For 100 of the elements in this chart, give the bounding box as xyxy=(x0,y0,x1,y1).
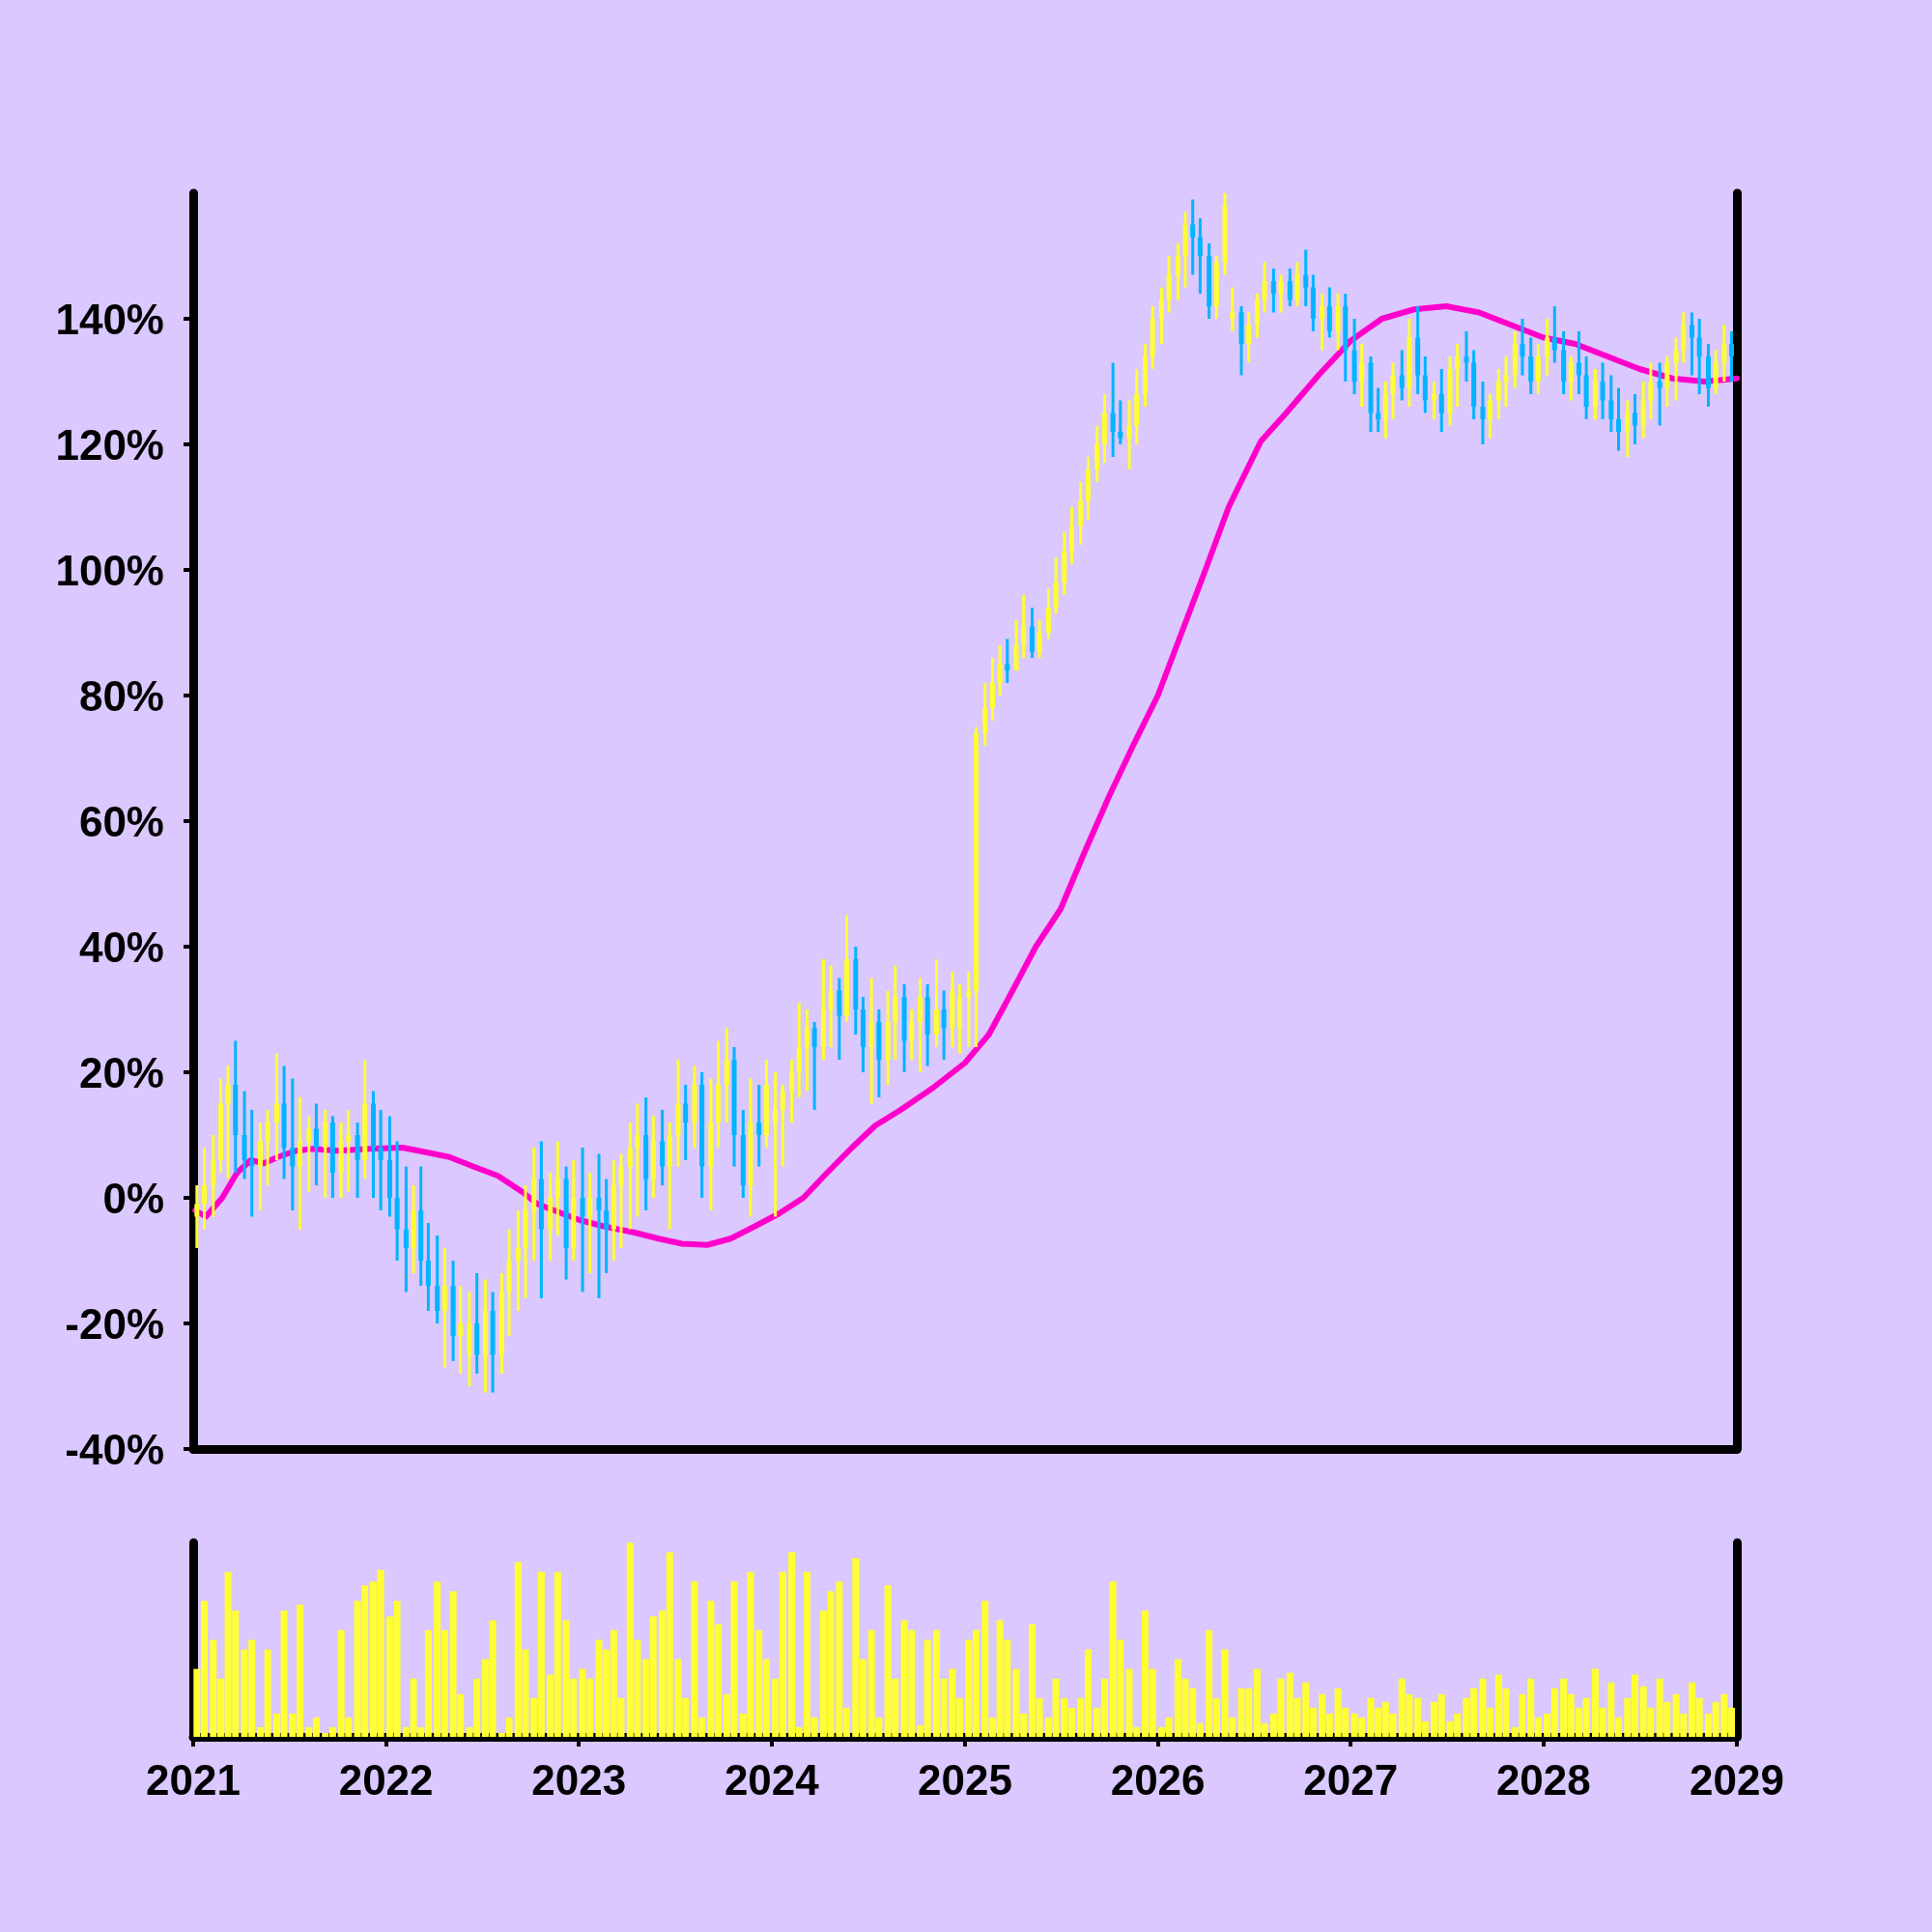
candlestick xyxy=(587,1173,593,1273)
candlestick xyxy=(604,1179,610,1273)
candlestick xyxy=(941,990,947,1060)
candlestick xyxy=(1126,400,1132,469)
candlestick xyxy=(458,1286,464,1374)
candlestick xyxy=(1287,269,1293,306)
candlestick xyxy=(1278,274,1284,313)
candlestick xyxy=(1495,369,1501,419)
candlestick xyxy=(1455,344,1461,407)
candlestick xyxy=(1608,375,1614,432)
y-tick-label: 60% xyxy=(78,797,164,845)
x-tick-label: 2021 xyxy=(146,1755,241,1804)
candlestick xyxy=(1480,382,1486,444)
x-tick-label: 2028 xyxy=(1495,1755,1591,1804)
candlestick xyxy=(966,972,972,1047)
candlestick xyxy=(1246,312,1252,363)
candlestick xyxy=(194,1185,200,1248)
candlestick xyxy=(1175,243,1180,300)
candlestick xyxy=(804,1009,810,1092)
candlestick xyxy=(265,1110,270,1185)
y-tick-label: 120% xyxy=(55,420,164,469)
x-tick-label: 2026 xyxy=(1110,1755,1206,1804)
candlestick xyxy=(306,1116,312,1192)
candlestick xyxy=(1488,394,1493,439)
x-tick-label: 2025 xyxy=(918,1755,1012,1804)
x-tick-label: 2023 xyxy=(531,1755,627,1804)
y-tick-label: 40% xyxy=(78,923,164,971)
candlestick xyxy=(1648,362,1654,419)
candlestick xyxy=(1376,387,1381,432)
candlestick xyxy=(1520,319,1525,376)
candlestick xyxy=(780,1085,785,1167)
candlestick xyxy=(1616,387,1621,451)
y-tick-label: 0% xyxy=(102,1174,164,1222)
candlestick xyxy=(627,1122,633,1230)
y-tick-label: -40% xyxy=(65,1425,164,1473)
candlestick xyxy=(828,965,834,1047)
x-tick-label: 2022 xyxy=(338,1755,434,1804)
candlestick xyxy=(515,1210,521,1311)
candlestick xyxy=(346,1110,352,1192)
candlestick xyxy=(1110,362,1116,457)
candlestick xyxy=(1190,199,1196,275)
y-tick-label: 20% xyxy=(78,1048,164,1096)
candlestick xyxy=(909,1009,915,1060)
candlestick xyxy=(403,1166,409,1293)
candlestick xyxy=(635,1103,640,1217)
x-tick-label: 2029 xyxy=(1690,1755,1784,1804)
y-tick-label: 140% xyxy=(55,295,164,343)
candlestick xyxy=(225,1065,231,1179)
candlestick xyxy=(1197,218,1203,294)
candlestick xyxy=(1568,356,1574,401)
candlestick xyxy=(1158,287,1164,344)
candlestick xyxy=(1262,262,1267,313)
candlestick xyxy=(1625,400,1631,457)
candlestick xyxy=(1303,249,1309,306)
candlestick xyxy=(1690,312,1695,376)
candlestick xyxy=(1320,294,1325,351)
y-tick-label: 100% xyxy=(55,546,164,594)
candlestick xyxy=(596,1153,602,1298)
candlestick xyxy=(773,1072,779,1217)
candlestick xyxy=(1696,319,1702,394)
candlestick xyxy=(1545,319,1550,376)
candlestick xyxy=(1359,344,1365,407)
candlestick xyxy=(1600,362,1605,419)
candlestick xyxy=(1438,369,1444,432)
candlestick xyxy=(273,1053,279,1160)
candlestick xyxy=(1551,306,1557,363)
candlestick xyxy=(1463,331,1469,382)
candlestick xyxy=(1673,337,1679,401)
candlestick xyxy=(1576,331,1581,394)
candlestick xyxy=(618,1153,624,1248)
candlestick xyxy=(1270,269,1276,313)
y-tick-label: -20% xyxy=(65,1299,164,1348)
x-tick-label: 2024 xyxy=(724,1755,820,1804)
candlestick xyxy=(1037,620,1042,658)
candlestick xyxy=(580,1148,585,1293)
x-tick-label: 2027 xyxy=(1303,1755,1399,1804)
candlestick xyxy=(811,1022,817,1110)
candlestick xyxy=(1399,350,1405,401)
candlestick xyxy=(1503,356,1509,407)
candlestick xyxy=(1657,362,1662,426)
candlestick xyxy=(201,1148,207,1230)
y-tick-label: 80% xyxy=(78,671,164,720)
candlestick xyxy=(1721,325,1727,382)
candlestick xyxy=(290,1078,296,1210)
candlestick xyxy=(789,1060,795,1122)
candlestick xyxy=(756,1085,762,1167)
candlestick xyxy=(1390,362,1396,419)
candlestick xyxy=(1118,400,1123,444)
candlestick xyxy=(1005,639,1010,683)
candlestick xyxy=(554,1141,560,1236)
candlestick xyxy=(683,1085,689,1160)
candlestick xyxy=(997,645,1003,696)
candlestick xyxy=(1632,394,1637,444)
candlestick xyxy=(1432,382,1437,419)
candlestick xyxy=(378,1110,384,1210)
candlestick xyxy=(1230,287,1236,331)
candlestick xyxy=(249,1110,255,1217)
candlestick xyxy=(1021,595,1027,658)
candlestick xyxy=(1729,331,1735,382)
candlestick xyxy=(313,1103,319,1185)
